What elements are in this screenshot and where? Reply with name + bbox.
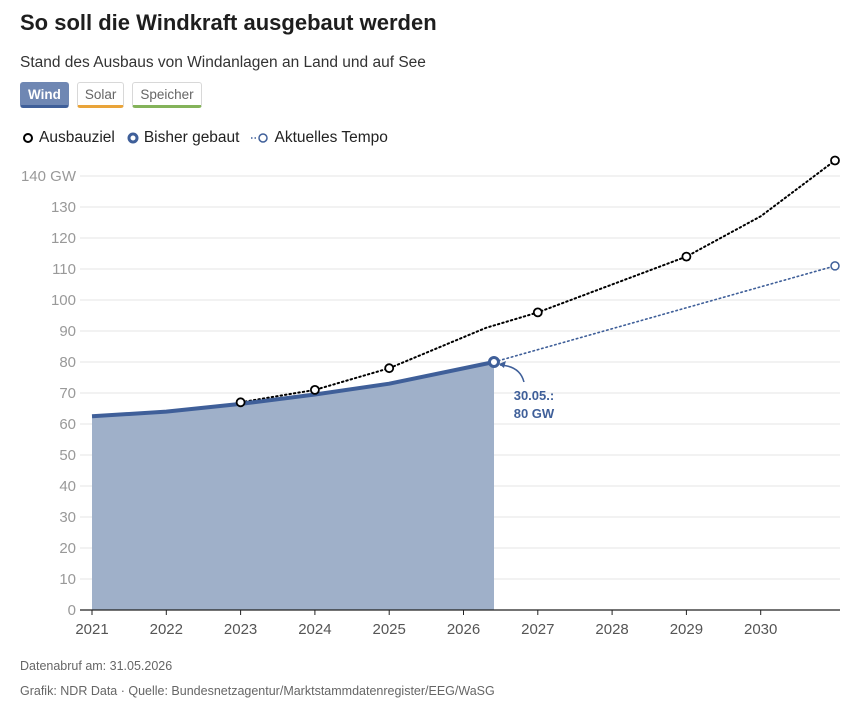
legend-item-ausbauziel[interactable]: Ausbauziel <box>22 129 115 147</box>
x-tick-label: 2028 <box>595 621 628 638</box>
y-tick-label: 10 <box>59 571 76 588</box>
y-tick-label: 140 GW <box>21 168 77 185</box>
y-tick-label: 120 <box>51 230 76 247</box>
legend-symbol-ausbauziel <box>22 132 34 144</box>
legend-symbol-aktuelles-tempo <box>251 132 269 144</box>
y-tick-label: 70 <box>59 385 76 402</box>
annotation-arrowhead <box>498 361 506 368</box>
y-tick-label: 110 <box>52 261 76 278</box>
y-tick-label: 60 <box>59 416 76 433</box>
x-tick-label: 2027 <box>521 621 554 638</box>
chart-title: So soll die Windkraft ausgebaut werden <box>20 10 437 35</box>
y-tick-label: 50 <box>59 447 76 464</box>
legend-label-ausbauziel: Ausbauziel <box>39 129 115 146</box>
annotation-line2: 80 GW <box>514 406 555 421</box>
x-tick-label: 2023 <box>224 621 257 638</box>
tempo-point <box>830 261 840 271</box>
annotation-line1: 30.05.: <box>514 388 554 403</box>
tab-wind[interactable]: Wind <box>20 82 69 108</box>
y-tick-label: 40 <box>59 478 76 495</box>
built-area <box>92 362 494 610</box>
x-tick-label: 2030 <box>744 621 777 638</box>
tempo-line <box>493 265 836 363</box>
built-area-fill <box>92 362 494 610</box>
y-tick-label: 130 <box>51 199 76 216</box>
y-tick-label: 20 <box>59 540 76 557</box>
data-date: Datenabruf am: 31.05.2026 <box>20 659 173 673</box>
tab-speicher[interactable]: Speicher <box>132 82 202 108</box>
chart-legend: Ausbauziel Bisher gebaut Aktuelles Tempo <box>22 129 388 147</box>
y-tick-label: 30 <box>59 509 76 526</box>
source-credit: Grafik: NDR Data · Quelle: Bundesnetzage… <box>20 684 495 698</box>
x-tick-label: 2025 <box>373 621 406 638</box>
ausbauziel-point <box>830 155 840 166</box>
chart-axes: 140 GW1301201101009080706050403020100202… <box>21 168 840 638</box>
chart-annotation: 30.05.: 80 GW <box>498 361 555 421</box>
y-tick-label: 90 <box>59 323 76 340</box>
legend-label-aktuelles-tempo: Aktuelles Tempo <box>274 129 388 146</box>
ausbauziel-point <box>235 397 246 408</box>
chart-markers <box>235 155 840 408</box>
bisher-gebaut-point <box>487 356 500 368</box>
y-tick-label: 80 <box>59 354 76 371</box>
ausbauziel-point <box>309 384 320 395</box>
legend-label-bisher-gebaut: Bisher gebaut <box>143 129 240 146</box>
chart-subtitle: Stand des Ausbaus von Windanlagen an Lan… <box>20 54 426 71</box>
legend-symbol-bisher-gebaut <box>127 132 139 144</box>
energy-type-tabs: Wind Solar Speicher <box>20 82 202 108</box>
x-tick-label: 2024 <box>298 621 331 638</box>
legend-item-bisher-gebaut[interactable]: Bisher gebaut <box>127 129 240 147</box>
ausbauziel-point <box>681 251 692 262</box>
x-tick-label: 2029 <box>670 621 703 638</box>
y-tick-label: 0 <box>68 602 76 619</box>
ausbauziel-line <box>239 159 836 404</box>
tab-solar[interactable]: Solar <box>76 82 125 108</box>
ausbauziel-point <box>532 307 543 318</box>
legend-item-aktuelles-tempo[interactable]: Aktuelles Tempo <box>251 129 388 147</box>
ausbauziel-point <box>384 363 395 374</box>
x-tick-label: 2021 <box>75 621 108 638</box>
x-tick-label: 2022 <box>150 621 183 638</box>
x-tick-label: 2026 <box>447 621 480 638</box>
bisher-gebaut-line <box>91 360 495 419</box>
y-tick-label: 100 <box>51 292 76 309</box>
